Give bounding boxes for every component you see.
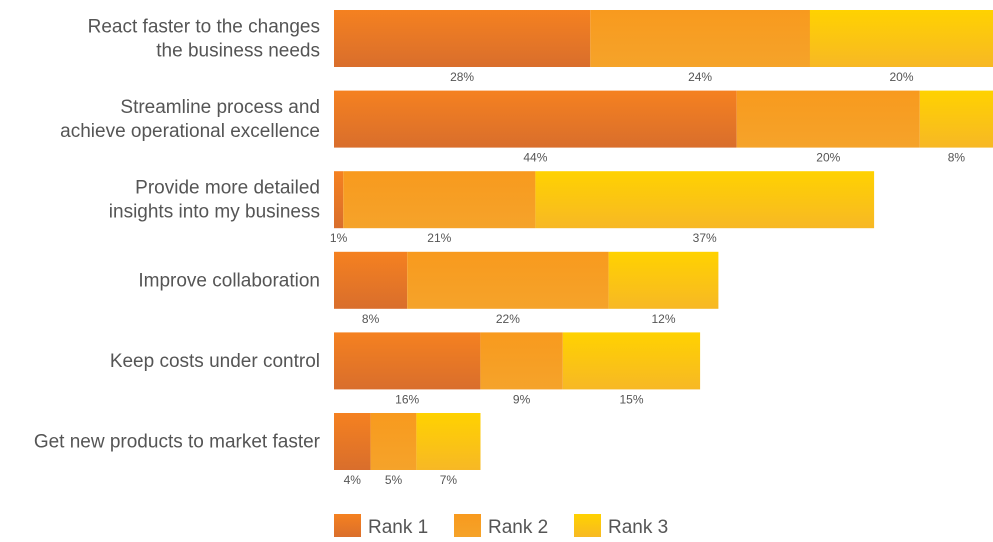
- category-label: Provide more detailed insights into my bu…: [109, 178, 320, 223]
- legend-label: Rank 3: [608, 517, 668, 537]
- bar-segment-rank-2: [590, 10, 810, 67]
- bar-segment-rank-3: [562, 332, 701, 390]
- value-label: 44%: [523, 151, 547, 165]
- bar-segment-rank-1: [334, 10, 591, 67]
- value-label: 20%: [889, 70, 913, 84]
- legend-swatch: [334, 514, 361, 538]
- bar-segment-rank-2: [343, 171, 536, 229]
- value-label: 22%: [496, 312, 520, 326]
- category-label: React faster to the changes the business …: [88, 17, 320, 62]
- value-label: 4%: [344, 473, 362, 487]
- legend-label: Rank 1: [368, 517, 428, 537]
- category-labels: React faster to the changes the business …: [34, 17, 321, 453]
- legend-swatch: [454, 514, 481, 538]
- bar-segment-rank-2: [370, 413, 417, 470]
- bar-segment-rank-2: [736, 90, 920, 148]
- category-label-line: React faster to the changes: [88, 17, 320, 38]
- value-label: 16%: [395, 392, 419, 406]
- value-label: 37%: [693, 231, 717, 245]
- bar-segment-rank-3: [809, 10, 993, 67]
- bar-segment-rank-2: [407, 251, 609, 309]
- bar-segment-rank-3: [919, 90, 993, 148]
- value-label: 12%: [651, 312, 675, 326]
- category-label: Keep costs under control: [110, 351, 320, 372]
- value-label: 8%: [362, 312, 380, 326]
- bar-segment-rank-1: [334, 251, 408, 309]
- value-label: 15%: [619, 392, 643, 406]
- legend-label: Rank 2: [488, 517, 548, 537]
- value-label: 24%: [688, 70, 712, 84]
- value-label: 9%: [513, 392, 531, 406]
- category-label-line: Streamline process and: [120, 97, 320, 118]
- value-label: 20%: [816, 151, 840, 165]
- bar-segment-rank-3: [416, 413, 481, 470]
- category-label-line: achieve operational excellence: [60, 121, 320, 142]
- bar-segment-rank-1: [334, 332, 481, 390]
- category-label: Improve collaboration: [138, 270, 320, 291]
- value-labels: 28% 24% 20% 44% 20% 8% 1% 21% 37% 8% 22% 12% 16% 9% 15…: [330, 70, 965, 487]
- category-label-line: the business needs: [156, 41, 320, 62]
- legend-swatch: [574, 514, 601, 538]
- bar-segment-rank-1: [334, 90, 737, 148]
- category-label-line: Get new products to market faster: [34, 432, 321, 453]
- category-label-line: Improve collaboration: [138, 270, 320, 291]
- value-label: 7%: [440, 473, 458, 487]
- category-label: Get new products to market faster: [34, 432, 321, 453]
- value-label: 8%: [948, 151, 966, 165]
- category-label: Streamline process and achieve operationa…: [60, 97, 320, 142]
- value-label: 5%: [385, 473, 403, 487]
- value-label: 21%: [427, 231, 451, 245]
- value-label: 1%: [330, 231, 348, 245]
- category-label-line: Keep costs under control: [110, 351, 320, 372]
- category-label-line: insights into my business: [109, 202, 320, 223]
- bar-segment-rank-3: [535, 171, 875, 229]
- bar-segment-rank-3: [608, 251, 719, 309]
- bars-layer: [334, 10, 993, 470]
- value-label: 28%: [450, 70, 474, 84]
- bar-segment-rank-1: [334, 171, 344, 229]
- bar-segment-rank-2: [480, 332, 563, 390]
- legend: Rank 1 Rank 2 Rank 3: [334, 514, 668, 538]
- bar-segment-rank-1: [334, 413, 371, 470]
- category-label-line: Provide more detailed: [135, 178, 320, 199]
